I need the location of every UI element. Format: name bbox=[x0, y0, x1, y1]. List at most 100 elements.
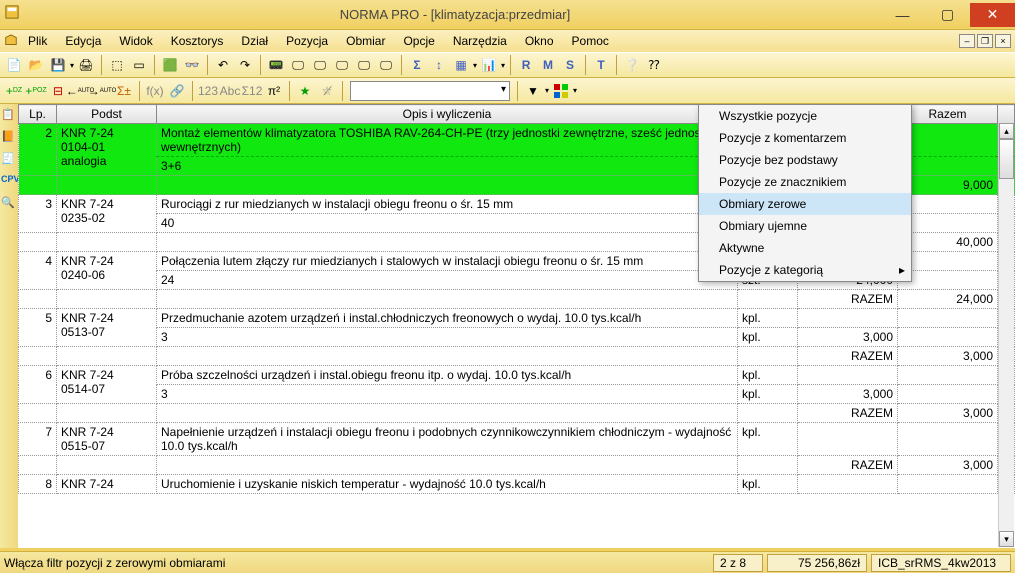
table-row-calc[interactable]: 3kpl.3,000 bbox=[19, 328, 1015, 347]
doc-icon bbox=[4, 34, 18, 49]
tool-a[interactable]: ⬚ bbox=[107, 55, 127, 75]
abc-icon[interactable]: Abc bbox=[220, 81, 240, 101]
toolbar-secondary: +DZ +POZ ⊟ ←AUTO →AUTO Σ± f(x) 🔗 123 Abc… bbox=[0, 78, 1015, 104]
sigma12-icon[interactable]: Σ12 bbox=[242, 81, 262, 101]
scroll-up[interactable]: ▴ bbox=[999, 123, 1014, 139]
minimize-button[interactable]: — bbox=[880, 3, 925, 27]
table-row-calc[interactable]: 3kpl.3,000 bbox=[19, 385, 1015, 404]
123-icon[interactable]: 123 bbox=[198, 81, 218, 101]
filter-dropdown: Wszystkie pozycje Pozycje z komentarzem … bbox=[698, 104, 912, 282]
sb-3[interactable]: 🧾 bbox=[1, 152, 17, 168]
vertical-scrollbar[interactable]: ▴ ▾ bbox=[998, 123, 1014, 547]
whatsthis-icon[interactable]: ⁇ bbox=[644, 55, 664, 75]
new-icon[interactable]: 📄 bbox=[4, 55, 24, 75]
dd-komentarz[interactable]: Pozycje z komentarzem bbox=[699, 127, 911, 149]
col-opis[interactable]: Opis i wyliczenia bbox=[157, 105, 738, 124]
status-db: ICB_srRMS_4kw2013 bbox=[871, 554, 1011, 572]
colors-icon[interactable] bbox=[551, 81, 571, 101]
scroll-down[interactable]: ▾ bbox=[999, 531, 1014, 547]
find-icon[interactable]: 👓 bbox=[182, 55, 202, 75]
sb-2[interactable]: 📙 bbox=[1, 130, 17, 146]
r-icon[interactable]: R bbox=[516, 55, 536, 75]
screen3-icon[interactable]: 🖵 bbox=[332, 55, 352, 75]
mdi-restore[interactable]: ❐ bbox=[977, 34, 993, 48]
table-row-razem: RAZEM3,000 bbox=[19, 404, 1015, 423]
col-razem[interactable]: Razem bbox=[898, 105, 998, 124]
open-icon[interactable]: 📂 bbox=[26, 55, 46, 75]
fx-icon[interactable]: f(x) bbox=[145, 81, 165, 101]
menu-pozycja[interactable]: Pozycja bbox=[278, 32, 336, 50]
nostar-icon[interactable]: ☆̸ bbox=[317, 81, 337, 101]
maximize-button[interactable]: ▢ bbox=[925, 3, 970, 27]
col-podst[interactable]: Podst bbox=[57, 105, 157, 124]
undo-icon[interactable]: ↶ bbox=[213, 55, 233, 75]
menu-dzial[interactable]: Dział bbox=[233, 32, 276, 50]
menu-widok[interactable]: Widok bbox=[111, 32, 160, 50]
dd-kategoria[interactable]: Pozycje z kategorią▸ bbox=[699, 259, 911, 281]
dd-bezpodst[interactable]: Pozycje bez podstawy bbox=[699, 149, 911, 171]
sum-icon[interactable]: Σ± bbox=[114, 81, 134, 101]
save-icon[interactable]: 💾 bbox=[48, 55, 68, 75]
menu-plik[interactable]: Plik bbox=[20, 32, 55, 50]
dd-wszystkie[interactable]: Wszystkie pozycje bbox=[699, 105, 911, 127]
auto-right-icon[interactable]: →AUTO bbox=[92, 81, 112, 101]
pi-icon[interactable]: π² bbox=[264, 81, 284, 101]
grid-icon[interactable]: ▦ bbox=[451, 55, 471, 75]
filter-combo[interactable] bbox=[350, 81, 510, 101]
help-icon[interactable]: ❔ bbox=[622, 55, 642, 75]
mdi-close[interactable]: × bbox=[995, 34, 1011, 48]
screen2-icon[interactable]: 🖵 bbox=[310, 55, 330, 75]
app-icon bbox=[5, 5, 25, 25]
menu-okno[interactable]: Okno bbox=[517, 32, 562, 50]
funnel-icon[interactable]: ▼ bbox=[523, 81, 543, 101]
dd-ujemne[interactable]: Obmiary ujemne bbox=[699, 215, 911, 237]
s-icon[interactable]: S bbox=[560, 55, 580, 75]
title-bar: NORMA PRO - [klimatyzacja:przedmiar] — ▢… bbox=[0, 0, 1015, 30]
chart-icon[interactable]: 📊 bbox=[479, 55, 499, 75]
print-icon[interactable]: 🖨 bbox=[76, 55, 96, 75]
data-grid: Lp. Podst Opis i wyliczenia j.m. Poszcz … bbox=[18, 104, 1015, 548]
screen4-icon[interactable]: 🖵 bbox=[354, 55, 374, 75]
status-pos: 2 z 8 bbox=[713, 554, 763, 572]
calc-icon[interactable]: 📟 bbox=[266, 55, 286, 75]
menu-edycja[interactable]: Edycja bbox=[57, 32, 109, 50]
link-icon[interactable]: 🔗 bbox=[167, 81, 187, 101]
poz-add-icon[interactable]: +POZ bbox=[26, 81, 46, 101]
table-row[interactable]: 8 KNR 7-24 Uruchomienie i uzyskanie nisk… bbox=[19, 475, 1015, 494]
table-row[interactable]: 7 KNR 7-24 0515-07 Napełnienie urządzeń … bbox=[19, 423, 1015, 456]
sigma-icon[interactable]: Σ bbox=[407, 55, 427, 75]
menu-kosztorys[interactable]: Kosztorys bbox=[163, 32, 232, 50]
sb-cpv[interactable]: CPV bbox=[1, 174, 17, 190]
menu-opcje[interactable]: Opcje bbox=[395, 32, 442, 50]
table-row[interactable]: 6 KNR 7-24 0514-07 Próba szczelności urz… bbox=[19, 366, 1015, 385]
menu-narzedzia[interactable]: Narzędzia bbox=[445, 32, 515, 50]
scroll-thumb[interactable] bbox=[999, 139, 1014, 179]
toolbar-main: 📄 📂 💾 ▾ 🖨 ⬚ ▭ 🟩 👓 ↶ ↷ 📟 🖵 🖵 🖵 🖵 🖵 Σ ↕ ▦ … bbox=[0, 52, 1015, 78]
table-row-razem: RAZEM3,000 bbox=[19, 347, 1015, 366]
table-row-razem: RAZEM24,000 bbox=[19, 290, 1015, 309]
tool-b[interactable]: ▭ bbox=[129, 55, 149, 75]
status-text: Włącza filtr pozycji z zerowymi obmiaram… bbox=[4, 556, 709, 570]
bold-icon[interactable]: 🟩 bbox=[160, 55, 180, 75]
sb-1[interactable]: 📋 bbox=[1, 108, 17, 124]
t-icon[interactable]: T bbox=[591, 55, 611, 75]
sb-5[interactable]: 🔍 bbox=[1, 196, 17, 212]
dd-znacznik[interactable]: Pozycje ze znacznikiem bbox=[699, 171, 911, 193]
dz-add-icon[interactable]: +DZ bbox=[4, 81, 24, 101]
screen-icon[interactable]: 🖵 bbox=[288, 55, 308, 75]
mdi-minimize[interactable]: – bbox=[959, 34, 975, 48]
menu-bar: Plik Edycja Widok Kosztorys Dział Pozycj… bbox=[0, 30, 1015, 52]
close-button[interactable]: ✕ bbox=[970, 3, 1015, 27]
dd-aktywne[interactable]: Aktywne bbox=[699, 237, 911, 259]
narrow-icon[interactable]: ↕ bbox=[429, 55, 449, 75]
menu-pomoc[interactable]: Pomoc bbox=[564, 32, 617, 50]
table-row[interactable]: 5 KNR 7-24 0513-07 Przedmuchanie azotem … bbox=[19, 309, 1015, 328]
star-icon[interactable]: ★ bbox=[295, 81, 315, 101]
dd-zerowe[interactable]: Obmiary zerowe bbox=[699, 193, 911, 215]
m-icon[interactable]: M bbox=[538, 55, 558, 75]
redo-icon[interactable]: ↷ bbox=[235, 55, 255, 75]
status-sum: 75 256,86zł bbox=[767, 554, 867, 572]
menu-obmiar[interactable]: Obmiar bbox=[338, 32, 393, 50]
col-lp[interactable]: Lp. bbox=[19, 105, 57, 124]
screen5-icon[interactable]: 🖵 bbox=[376, 55, 396, 75]
